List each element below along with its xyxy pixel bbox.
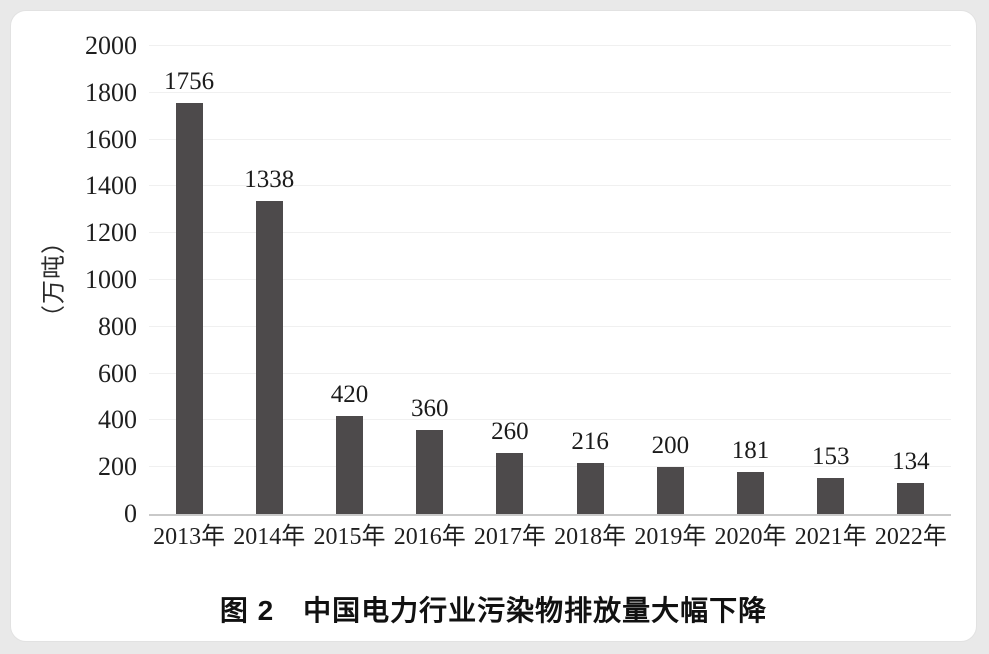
chart-caption: 图 2 中国电力行业污染物排放量大幅下降 bbox=[219, 595, 768, 626]
x-tick-label: 2021年 bbox=[794, 524, 867, 550]
gridline bbox=[149, 279, 951, 280]
bar bbox=[576, 463, 604, 514]
bar-slot: 260 bbox=[470, 46, 550, 514]
bar-value-label: 200 bbox=[651, 432, 690, 460]
bar bbox=[737, 471, 765, 514]
y-axis: 0 200 400 600 800 1000 1200 1400 1600 1800 2000 bbox=[61, 33, 137, 527]
bar-value-label: 134 bbox=[892, 447, 930, 475]
y-tick-label: 600 bbox=[98, 358, 137, 388]
bar-slot: 360 bbox=[390, 46, 470, 514]
x-tick-label: 2020年 bbox=[714, 524, 787, 550]
gridline bbox=[149, 91, 951, 93]
bar-value-label: 360 bbox=[410, 394, 449, 422]
x-tick-label: 2016年 bbox=[393, 524, 466, 550]
bar bbox=[175, 103, 203, 514]
gridline bbox=[149, 185, 951, 187]
bar-slot: 134 bbox=[871, 46, 951, 514]
bar-slot: 1756 bbox=[149, 46, 229, 514]
y-tick-label: 400 bbox=[98, 405, 137, 435]
y-tick-label: 2000 bbox=[85, 31, 137, 60]
bar-value-label: 260 bbox=[491, 418, 529, 446]
gridline bbox=[149, 372, 951, 374]
bar bbox=[496, 453, 524, 514]
gridline bbox=[149, 466, 951, 468]
bar-value-label: 1756 bbox=[164, 68, 215, 96]
bar-value-label: 1338 bbox=[244, 165, 295, 193]
bars-row: 1756 1338 420 360 260 216 200 181 153 134 bbox=[149, 46, 951, 514]
x-tick-label: 2017年 bbox=[473, 524, 546, 550]
gridline bbox=[149, 138, 951, 140]
bar bbox=[817, 478, 845, 514]
gridline bbox=[149, 325, 951, 327]
bar bbox=[336, 415, 363, 514]
y-tick-label: 1800 bbox=[85, 77, 137, 107]
bar-slot: 181 bbox=[710, 46, 790, 514]
y-tick-label: 200 bbox=[98, 452, 137, 482]
x-tick-label: 2015年 bbox=[313, 524, 386, 550]
x-axis: 2013年 2014年 2015年 2016年 2017年 2018年 2019年 2020年… bbox=[149, 523, 951, 552]
y-tick-label: 1200 bbox=[85, 218, 137, 248]
bar bbox=[656, 467, 684, 514]
gridline bbox=[149, 232, 951, 234]
bar-value-label: 420 bbox=[330, 380, 369, 408]
bar-value-label: 216 bbox=[571, 428, 609, 456]
x-tick-label: 2018年 bbox=[554, 524, 627, 550]
bar-value-label: 153 bbox=[811, 443, 850, 471]
y-tick-label: 1000 bbox=[85, 265, 137, 294]
bar-value-label: 181 bbox=[731, 436, 770, 464]
plot-area: 1756 1338 420 360 260 216 200 181 153 134 bbox=[149, 45, 951, 516]
bar bbox=[897, 482, 925, 514]
x-tick-label: 2013年 bbox=[153, 524, 226, 550]
y-tick-label: 1400 bbox=[85, 171, 137, 201]
chart-card: （万吨） 0 200 400 600 800 1000 1200 1400 1600 1800 20… bbox=[10, 10, 977, 642]
x-tick-label: 2019年 bbox=[634, 524, 707, 550]
gridline bbox=[149, 419, 951, 421]
y-tick-label: 0 bbox=[124, 499, 137, 528]
bar bbox=[255, 200, 283, 514]
y-tick-label: 1600 bbox=[85, 124, 137, 154]
bar-slot: 200 bbox=[630, 46, 710, 514]
x-tick-label: 2022年 bbox=[874, 524, 947, 550]
bar-slot: 216 bbox=[550, 46, 630, 514]
gridline bbox=[149, 45, 951, 46]
bar-slot: 1338 bbox=[229, 46, 309, 514]
bar-slot: 153 bbox=[791, 46, 871, 514]
bar-slot: 420 bbox=[309, 46, 389, 514]
x-tick-label: 2014年 bbox=[233, 524, 306, 550]
bar bbox=[416, 429, 444, 514]
y-tick-label: 800 bbox=[98, 311, 137, 341]
